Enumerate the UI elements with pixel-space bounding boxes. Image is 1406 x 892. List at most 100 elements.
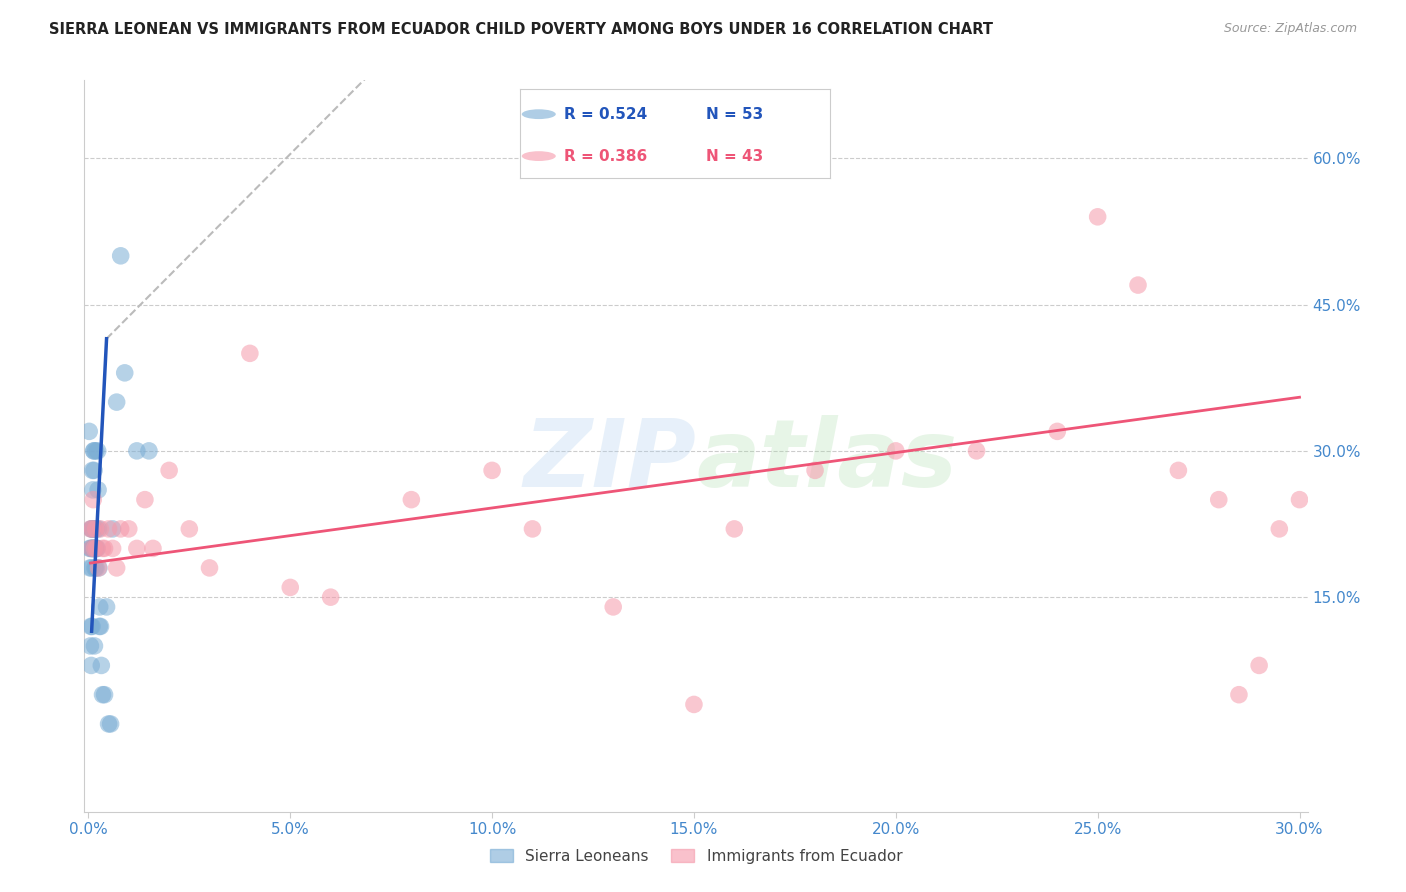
Point: [118, 522, 141, 536]
Point: [87, 522, 110, 536]
Circle shape: [522, 109, 555, 119]
Point: [80, 619, 103, 633]
Point: [114, 366, 136, 380]
Point: [1249, 658, 1271, 673]
Point: [83, 463, 105, 477]
Point: [157, 463, 180, 477]
Point: [723, 522, 745, 536]
Point: [87, 561, 110, 575]
Point: [91, 688, 114, 702]
Point: [481, 463, 503, 477]
Point: [82, 541, 104, 556]
Point: [86, 541, 108, 556]
Point: [278, 581, 301, 595]
Text: ZIP: ZIP: [523, 415, 696, 507]
Text: N = 43: N = 43: [706, 149, 763, 163]
Point: [1087, 210, 1109, 224]
Point: [101, 541, 124, 556]
Text: atlas: atlas: [696, 415, 957, 507]
Point: [110, 249, 132, 263]
Point: [80, 561, 103, 575]
Point: [77, 425, 100, 439]
Point: [105, 395, 128, 409]
Point: [83, 522, 105, 536]
Point: [89, 599, 111, 614]
Point: [1208, 492, 1230, 507]
Point: [86, 541, 108, 556]
Point: [83, 561, 105, 575]
Point: [105, 561, 128, 575]
Point: [89, 619, 111, 633]
Point: [80, 619, 103, 633]
Point: [1268, 522, 1291, 536]
Point: [83, 541, 105, 556]
Point: [97, 522, 120, 536]
Point: [84, 443, 107, 458]
Point: [93, 688, 115, 702]
Text: SIERRA LEONEAN VS IMMIGRANTS FROM ECUADOR CHILD POVERTY AMONG BOYS UNDER 16 CORR: SIERRA LEONEAN VS IMMIGRANTS FROM ECUADO…: [49, 22, 993, 37]
Point: [101, 522, 124, 536]
Point: [239, 346, 262, 360]
Point: [86, 522, 108, 536]
Point: [90, 658, 112, 673]
Point: [82, 541, 104, 556]
Point: [86, 541, 108, 556]
Point: [82, 522, 104, 536]
Point: [82, 492, 104, 507]
Point: [602, 599, 624, 614]
Point: [79, 639, 101, 653]
Point: [84, 522, 107, 536]
Point: [1167, 463, 1189, 477]
Point: [87, 561, 110, 575]
Point: [1046, 425, 1069, 439]
Text: R = 0.524: R = 0.524: [564, 107, 647, 121]
Point: [522, 522, 544, 536]
Point: [84, 541, 107, 556]
Point: [401, 492, 423, 507]
Point: [82, 541, 104, 556]
Text: R = 0.386: R = 0.386: [564, 149, 647, 163]
Point: [91, 541, 114, 556]
Point: [134, 492, 156, 507]
Legend: Sierra Leoneans, Immigrants from Ecuador: Sierra Leoneans, Immigrants from Ecuador: [484, 843, 908, 870]
Point: [80, 658, 103, 673]
Point: [79, 541, 101, 556]
Point: [89, 522, 111, 536]
Text: Source: ZipAtlas.com: Source: ZipAtlas.com: [1223, 22, 1357, 36]
Point: [79, 522, 101, 536]
Point: [87, 483, 110, 497]
Point: [93, 541, 115, 556]
Point: [966, 443, 988, 458]
Point: [138, 443, 160, 458]
Point: [804, 463, 827, 477]
Point: [84, 541, 107, 556]
Point: [80, 522, 103, 536]
Circle shape: [522, 151, 555, 161]
Point: [83, 443, 105, 458]
Point: [84, 561, 107, 575]
Point: [82, 522, 104, 536]
Point: [83, 541, 105, 556]
Point: [83, 541, 105, 556]
Point: [97, 717, 120, 731]
Point: [86, 443, 108, 458]
Point: [82, 522, 104, 536]
Text: N = 53: N = 53: [706, 107, 763, 121]
Point: [1126, 278, 1149, 293]
Point: [80, 541, 103, 556]
Point: [82, 463, 104, 477]
Point: [125, 443, 148, 458]
Point: [110, 522, 132, 536]
Point: [198, 561, 221, 575]
Point: [96, 599, 118, 614]
Point: [1288, 492, 1310, 507]
Point: [683, 698, 706, 712]
Point: [1227, 688, 1250, 702]
Point: [142, 541, 165, 556]
Point: [82, 483, 104, 497]
Point: [83, 443, 105, 458]
Point: [319, 590, 342, 604]
Point: [884, 443, 907, 458]
Point: [80, 541, 103, 556]
Point: [125, 541, 148, 556]
